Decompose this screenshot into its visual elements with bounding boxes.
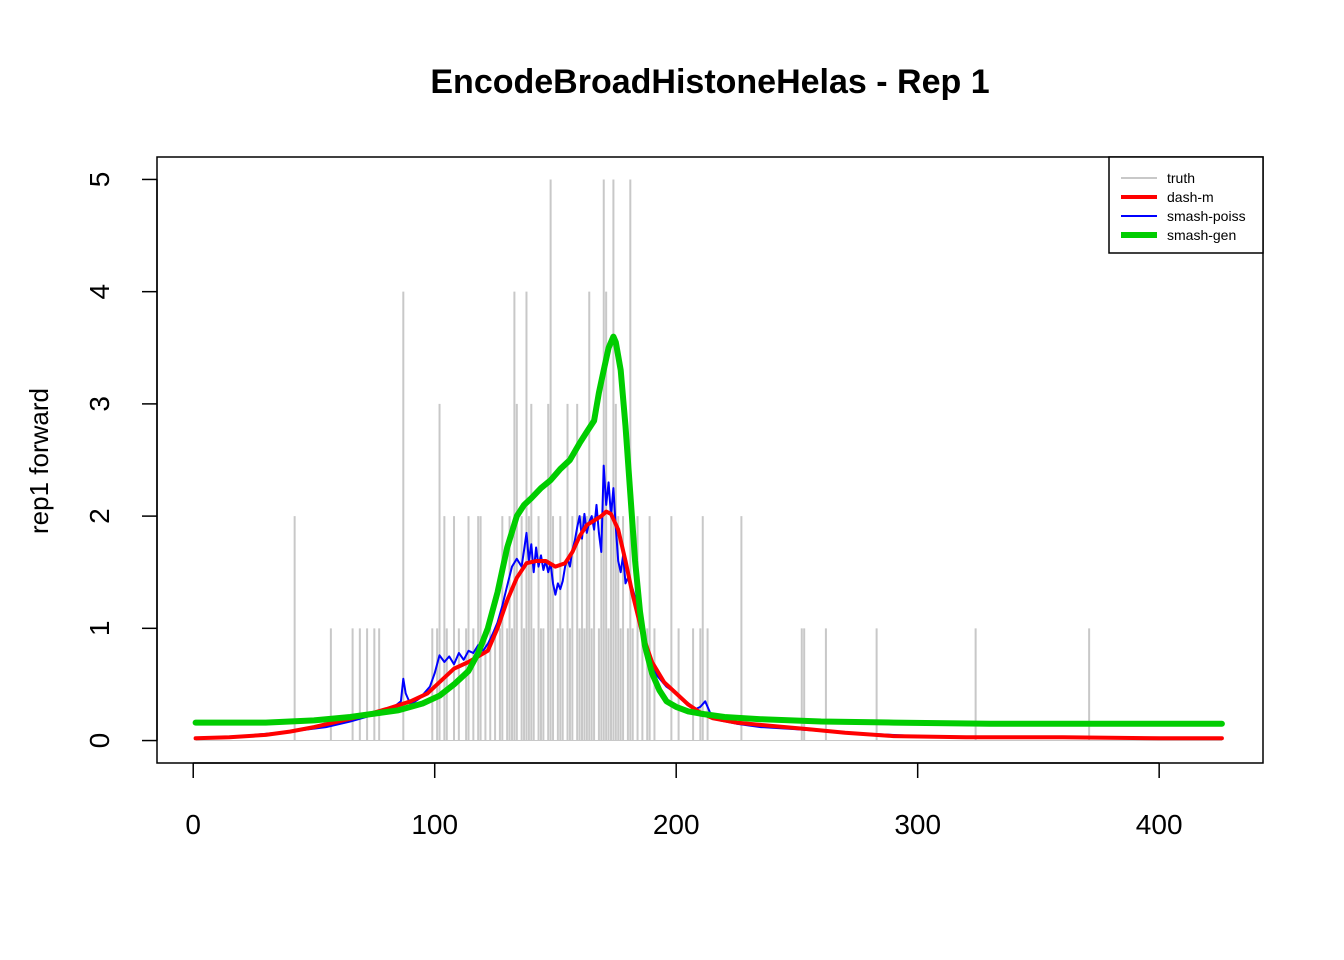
plot-frame [156,156,1264,764]
y-tick-label-2: 2 [84,508,115,524]
x-tick-label-100: 100 [411,809,458,840]
series-line-smash-poiss [194,464,1223,740]
y-tick-label-3: 3 [84,396,115,412]
truth-spikes [293,179,1091,741]
x-tick-label-200: 200 [653,809,700,840]
y-tick-label-4: 4 [84,284,115,300]
legend-label-smash-gen: smash-gen [1167,227,1236,243]
y-tick-label-1: 1 [84,621,115,637]
series-line-smash-gen [192,333,1225,727]
legend-label-smash-poiss: smash-poiss [1167,208,1246,224]
series-lines [192,333,1225,741]
legend-label-truth: truth [1167,170,1195,186]
chart-title: EncodeBroadHistoneHelas - Rep 1 [430,63,989,101]
y-axis: 0 1 2 3 4 5 [84,172,158,749]
series-line-dash-m [193,509,1224,741]
legend-label-dash-m: dash-m [1167,189,1214,205]
x-tick-label-400: 400 [1136,809,1183,840]
legend: truth dash-m smash-poiss smash-gen [1108,156,1264,254]
x-tick-label-0: 0 [185,809,201,840]
x-axis: 0 100 200 300 400 [185,762,1183,840]
y-axis-label: rep1 forward [24,388,54,534]
y-tick-label-5: 5 [84,172,115,188]
y-tick-label-0: 0 [84,733,115,749]
x-tick-label-300: 300 [894,809,941,840]
